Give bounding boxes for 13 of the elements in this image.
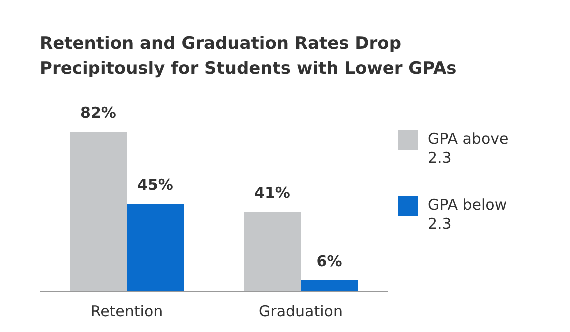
x-tick-label: Retention	[90, 302, 164, 321]
bar	[70, 132, 127, 292]
bar	[127, 204, 184, 292]
bar	[301, 280, 358, 292]
x-tick-label: Graduation	[259, 302, 343, 321]
chart-title: Retention and Graduation Rates Drop Precipitously for Students with Lower GPAs	[40, 33, 458, 81]
bar	[244, 212, 301, 292]
data-label: 45%	[138, 176, 174, 194]
data-label: 41%	[254, 184, 290, 202]
legend-label: GPA below 2.3	[428, 196, 508, 234]
data-label: 6%	[316, 252, 342, 270]
legend-label: GPA above 2.3	[428, 130, 510, 168]
data-label: 82%	[80, 104, 116, 122]
